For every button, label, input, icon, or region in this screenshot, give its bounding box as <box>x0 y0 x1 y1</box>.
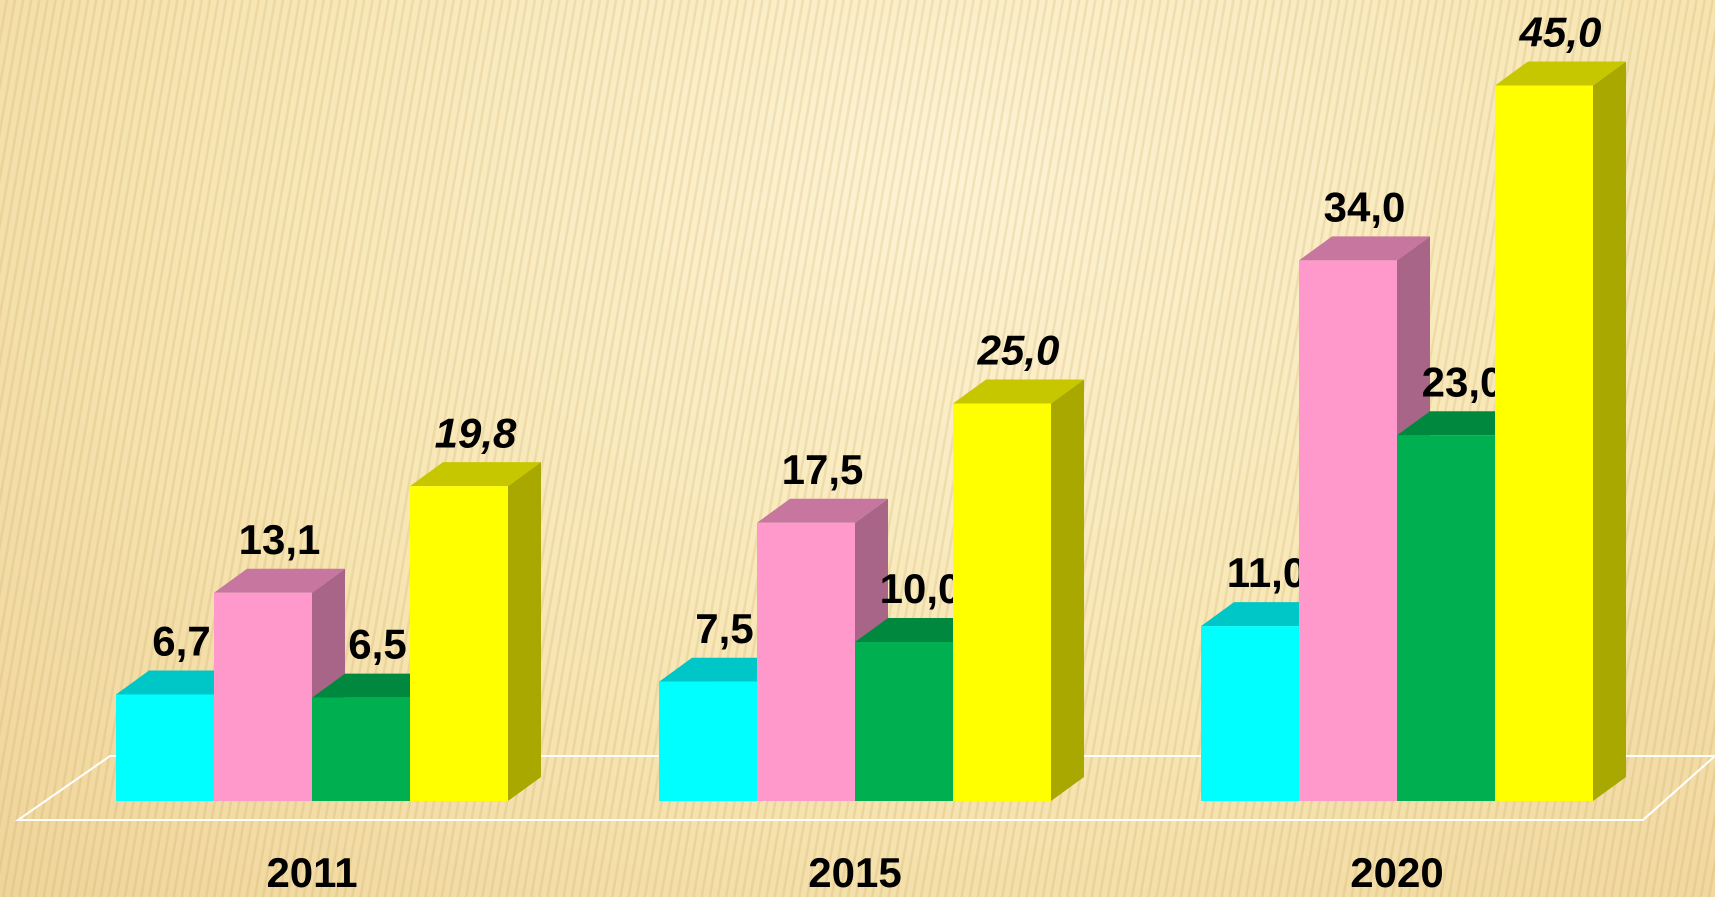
value-label: 11,0 <box>1227 549 1306 596</box>
bar <box>1397 435 1495 801</box>
bar-top <box>953 379 1084 404</box>
x-tick-label: 2020 <box>1350 849 1443 896</box>
bar <box>410 486 508 801</box>
bar <box>1201 626 1299 801</box>
value-label: 34,0 <box>1324 183 1406 230</box>
bar <box>214 592 312 801</box>
bar <box>855 642 953 801</box>
bar-top <box>1299 236 1430 261</box>
bar <box>659 681 757 801</box>
value-label: 23,0 <box>1422 358 1504 405</box>
value-label: 19,8 <box>435 409 517 456</box>
bar <box>1495 85 1593 801</box>
bar-top <box>410 462 541 487</box>
bar <box>953 403 1051 801</box>
bar <box>312 697 410 801</box>
value-label: 17,5 <box>782 446 864 493</box>
bar <box>116 694 214 801</box>
value-label: 25,0 <box>977 327 1060 374</box>
value-label: 6,7 <box>152 618 210 665</box>
floor <box>14 755 1715 821</box>
bar <box>1299 260 1397 801</box>
value-label: 13,1 <box>239 516 321 563</box>
bar-side <box>1593 61 1626 801</box>
bar <box>757 522 855 801</box>
x-tick-label: 2011 <box>266 849 357 896</box>
value-label: 6,5 <box>348 621 406 668</box>
bar-side <box>508 462 541 801</box>
value-label: 7,5 <box>695 605 753 652</box>
bar-top <box>1495 61 1626 86</box>
value-label: 45,0 <box>1519 9 1602 56</box>
bar-side <box>1051 379 1084 801</box>
x-tick-label: 2015 <box>808 849 901 896</box>
bar-top <box>757 498 888 523</box>
bar-top <box>214 568 345 593</box>
value-label: 10,0 <box>880 565 962 612</box>
